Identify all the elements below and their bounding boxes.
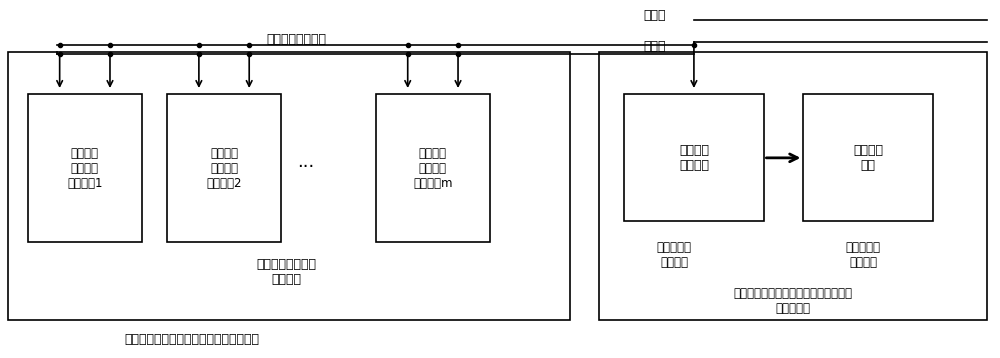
Bar: [8, 52, 570, 320]
Text: 密封电子舱
（常压）: 密封电子舱 （常压）: [657, 241, 692, 269]
Bar: [599, 52, 987, 320]
Text: 发射总控
电子单元: 发射总控 电子单元: [679, 144, 709, 172]
Bar: [28, 95, 142, 242]
Text: 密封电子舱
（常压）: 密封电子舱 （常压）: [845, 241, 880, 269]
Text: 三维声波井下仪器换能器阵列的激励电路: 三维声波井下仪器换能器阵列的激励电路: [124, 333, 259, 346]
Bar: [167, 95, 281, 242]
Bar: [376, 95, 490, 242]
Text: 发射传感器阵列舱
（高压）: 发射传感器阵列舱 （高压）: [256, 258, 316, 286]
Text: 仪器内部命令总线: 仪器内部命令总线: [266, 33, 326, 46]
Text: 密封多通
道高电压
电子单元1: 密封多通 道高电压 电子单元1: [67, 147, 103, 190]
Text: 密封多通
道高电压
电子单元2: 密封多通 道高电压 电子单元2: [206, 147, 242, 190]
Text: 三维声波井下仪器换能器阵列激励电路
的总控电路: 三维声波井下仪器换能器阵列激励电路 的总控电路: [734, 287, 853, 315]
Bar: [803, 95, 933, 221]
Text: ···: ···: [297, 158, 315, 176]
Text: 仪器主控
单元: 仪器主控 单元: [853, 144, 883, 172]
Bar: [624, 95, 764, 221]
Text: 时钟线: 时钟线: [643, 9, 665, 21]
Text: 密封多通
道高电压
电子单元m: 密封多通 道高电压 电子单元m: [413, 147, 453, 190]
Text: 数据线: 数据线: [643, 40, 665, 53]
